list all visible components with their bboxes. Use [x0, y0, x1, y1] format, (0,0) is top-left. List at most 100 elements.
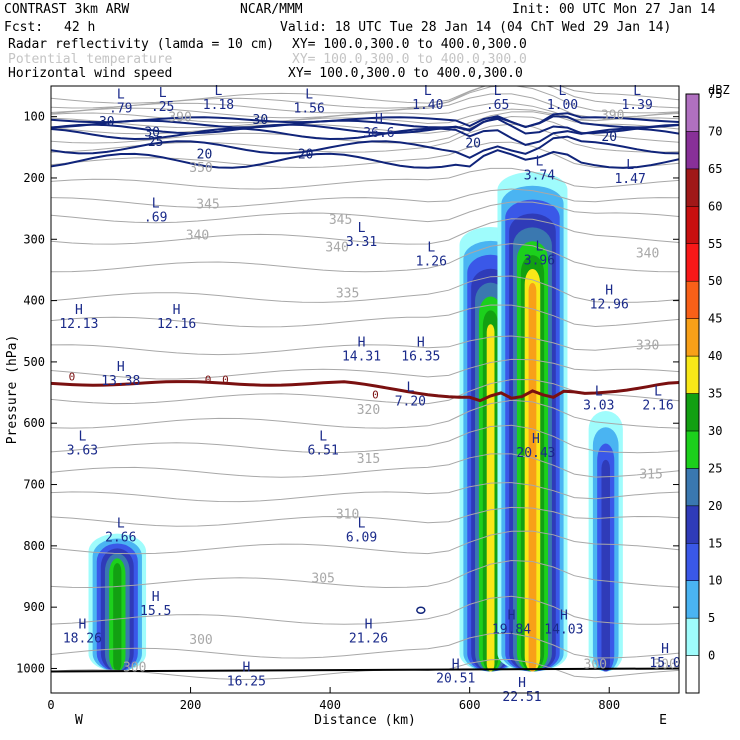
colorbar-swatch [685, 505, 700, 544]
theta-label: 345 [196, 198, 219, 213]
extremum-value: 21.26 [349, 632, 388, 647]
extremum-marker: H [365, 618, 373, 633]
reflectivity-cell-3-band [601, 459, 611, 672]
theta-contour-line [51, 275, 679, 303]
extremum-value: 1.26 [416, 255, 447, 270]
y-tick-label: 700 [23, 478, 45, 492]
y-tick-label: 500 [23, 355, 45, 369]
x-tick-label: 800 [598, 698, 620, 712]
extremum-value: 16.25 [227, 675, 266, 690]
colorbar-level-label: 15 [708, 536, 722, 550]
extremum-marker: L [559, 84, 567, 99]
extremum-value: 18.26 [63, 632, 102, 647]
init-time: Init: 00 UTC Mon 27 Jan 14 [512, 2, 716, 17]
theta-contour-line [51, 399, 679, 429]
colorbar-level-label: 50 [708, 274, 722, 288]
extremum-marker: L [358, 516, 366, 531]
extremum-marker: H [518, 676, 526, 691]
theta-contour-line [51, 86, 679, 109]
colorbar-level-label: 20 [708, 499, 722, 513]
extremum-marker: L [319, 429, 327, 444]
theta-label: 310 [336, 507, 359, 522]
extremum-value: 3.31 [346, 235, 377, 250]
y-tick-label: 100 [23, 110, 45, 124]
wind-speed-label: 20 [298, 147, 314, 162]
extremum-value: 14.03 [544, 622, 583, 637]
extremum-marker: L [536, 155, 544, 170]
theta-contour-line [51, 218, 679, 245]
theta-contour-line [51, 632, 679, 659]
extremum-marker: H [375, 112, 383, 127]
y-tick-label: 200 [23, 171, 45, 185]
extremum-marker: H [117, 360, 125, 375]
extrema-labels: L.79L.25L1.18L1.56L1.40L.65L1.00L1.39H36… [59, 84, 680, 705]
wind-speed-label: 20 [601, 130, 617, 145]
contour-labels: 3903503453403453403353203153103053003903… [69, 109, 677, 676]
fcst-value: 42 h [64, 20, 96, 35]
colorbar-level-label: 70 [708, 124, 722, 138]
extremum-value: 22.51 [502, 690, 541, 705]
extremum-value: 20.43 [516, 446, 555, 461]
wind-contour-line [51, 112, 679, 129]
colorbar-swatch [685, 206, 700, 244]
wind-speed-label: 30 [253, 113, 269, 128]
theta-label: 335 [336, 287, 359, 302]
colorbar-level-label: 10 [708, 574, 722, 588]
extremum-marker: L [633, 84, 641, 99]
extremum-marker: H [532, 432, 540, 447]
reflectivity-field [88, 171, 623, 672]
extremum-marker: H [78, 618, 86, 633]
wind-contour-ring [416, 606, 426, 614]
y-tick-label: 300 [23, 232, 45, 246]
plot-area [51, 86, 679, 693]
colorbar-swatch [685, 355, 700, 394]
extremum-marker: L [305, 87, 313, 102]
extremum-marker: L [406, 380, 414, 395]
extremum-value: 1.56 [294, 101, 325, 116]
theta-contour-line [51, 335, 679, 356]
extremum-value: 2.66 [105, 530, 136, 545]
extremum-marker: L [536, 239, 544, 254]
extremum-value: 1.00 [547, 98, 578, 113]
extremum-value: 14.31 [342, 350, 381, 365]
colorbar-level-label: 0 [708, 649, 715, 663]
wind-contour-line [51, 115, 679, 132]
colorbar-swatch [685, 131, 700, 170]
theta-contour-line [51, 188, 679, 208]
field-xy-reflectivity: XY= 100.0,300.0 to 400.0,300.0 [292, 37, 527, 52]
extremum-value: 12.96 [590, 297, 629, 312]
theta-contour-line [51, 595, 679, 625]
colorbar-level-label: 60 [708, 199, 722, 213]
field-name-wind: Horizontal wind speed [8, 66, 173, 81]
extremum-value: 13.38 [101, 374, 140, 389]
extremum-marker: L [595, 385, 603, 400]
reflectivity-cell-2-band [528, 282, 537, 672]
extremum-marker: H [152, 590, 160, 605]
fcst-label: Fcst: [4, 20, 44, 35]
extremum-marker: H [661, 642, 669, 657]
colorbar-swatch [685, 243, 700, 282]
wind-contour-line [51, 135, 679, 159]
theta-contour-line [51, 530, 679, 555]
field-xy-theta: XY= 100.0,300.0 to 400.0,300.0 [292, 52, 527, 67]
extremum-value: 15.0 [649, 656, 680, 671]
theta-label: 305 [311, 572, 334, 587]
extremum-value: 19.84 [492, 622, 531, 637]
y-tick-label: 800 [23, 539, 45, 553]
extremum-value: 3.96 [524, 253, 555, 268]
extremum-value: 15.5 [140, 604, 171, 619]
theta-contour-line [51, 453, 679, 478]
theta-contour-line [51, 243, 679, 273]
extremum-value: 3.74 [524, 169, 555, 184]
colorbar-level-label: 25 [708, 461, 722, 475]
theta-label: 390 [168, 111, 191, 126]
y-tick-label: 1000 [16, 661, 45, 675]
extremum-value: 6.09 [346, 530, 377, 545]
colorbar-level-label: 45 [708, 312, 722, 326]
wind-contour-line [51, 127, 679, 146]
wind-speed-label: 30 [144, 125, 160, 140]
wind-contour-line [51, 117, 679, 135]
extremum-marker: L [152, 196, 160, 211]
reflectivity-cell-1-band [486, 324, 495, 672]
